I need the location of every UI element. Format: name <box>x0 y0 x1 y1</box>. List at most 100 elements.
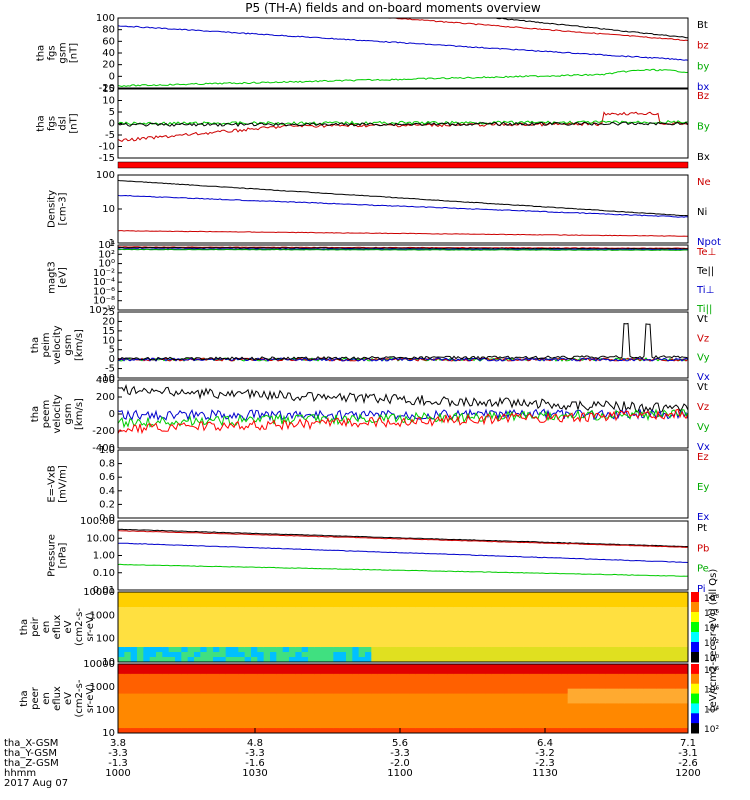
heatmap-cell <box>118 632 125 638</box>
heatmap-cell <box>681 703 689 709</box>
ylabel-peir-eflux: peir <box>30 616 41 636</box>
heatmap-cell <box>491 652 499 658</box>
heatmap-cell <box>586 718 594 724</box>
heatmap-cell <box>403 652 410 658</box>
heatmap-cell <box>282 597 290 603</box>
heatmap-cell <box>225 723 233 729</box>
series-Te-perp <box>118 246 689 250</box>
heatmap-cell <box>270 642 277 648</box>
heatmap-cell <box>605 622 613 628</box>
heatmap-cell <box>403 664 410 670</box>
heatmap-cell <box>263 673 271 680</box>
heatmap-cell <box>213 688 220 695</box>
heatmap-cell <box>599 673 607 680</box>
heatmap-cell <box>384 617 391 623</box>
heatmap-cell <box>124 617 132 623</box>
heatmap-cell <box>365 683 372 690</box>
heatmap-cell <box>460 703 467 709</box>
heatmap-cell <box>130 678 138 685</box>
heatmap-cell <box>650 632 657 638</box>
heatmap-cell <box>232 617 239 623</box>
heatmap-cell <box>308 642 315 648</box>
heatmap-cell <box>377 657 385 663</box>
heatmap-cell <box>365 728 372 734</box>
heatmap-cell <box>479 627 486 633</box>
xaxis-value: -3.3 <box>108 748 128 759</box>
heatmap-cell <box>118 622 125 628</box>
heatmap-cell <box>143 664 151 670</box>
heatmap-cell <box>358 664 366 670</box>
heatmap-cell <box>656 607 664 613</box>
heatmap-cell <box>200 693 208 699</box>
heatmap-cell <box>308 688 315 695</box>
heatmap-cell <box>301 622 309 628</box>
heatmap-cell <box>631 708 638 714</box>
heatmap-cell <box>472 718 480 724</box>
heatmap-cell <box>675 647 683 653</box>
heatmap-cell <box>669 664 676 670</box>
heatmap-cell <box>194 642 201 648</box>
heatmap-cell <box>580 683 588 690</box>
heatmap-cell <box>327 607 334 613</box>
heatmap-cell <box>498 622 505 628</box>
heatmap-cell <box>333 597 341 603</box>
colorbar-segment <box>691 664 699 675</box>
heatmap-cell <box>637 592 645 598</box>
colorbar-segment <box>691 642 699 653</box>
heatmap-cell <box>472 597 480 603</box>
heatmap-cell <box>675 728 683 734</box>
heatmap-cell <box>162 723 170 729</box>
heatmap-cell <box>428 637 436 643</box>
heatmap-cell <box>491 723 499 729</box>
heatmap-cell <box>498 718 505 724</box>
heatmap-cell <box>187 647 195 653</box>
heatmap-cell <box>396 647 404 653</box>
heatmap-cell <box>415 668 423 675</box>
heatmap-cell <box>491 642 499 648</box>
heatmap-cell <box>257 673 265 680</box>
heatmap-cell <box>175 678 182 685</box>
heatmap-cell <box>485 678 493 685</box>
heatmap-cell <box>175 698 182 704</box>
colorbar-segment <box>691 723 699 734</box>
heatmap-cell <box>422 698 429 704</box>
heatmap-cell <box>358 607 366 613</box>
heatmap-cell <box>453 703 461 709</box>
heatmap-cell <box>270 632 277 638</box>
heatmap-cell <box>612 708 619 714</box>
heatmap-cell <box>377 602 385 608</box>
series-Ni <box>117 179 689 217</box>
heatmap-cell <box>523 617 531 623</box>
heatmap-cell <box>194 678 201 685</box>
heatmap-cell <box>175 708 182 714</box>
heatmap-cell <box>580 602 588 608</box>
heatmap-cell <box>289 713 296 719</box>
heatmap-cell <box>314 718 322 724</box>
heatmap-cell <box>200 602 208 608</box>
heatmap-cell <box>377 673 385 680</box>
ylabel-density: [cm-3] <box>58 192 69 225</box>
heatmap-cell <box>301 678 309 685</box>
heatmap-cell <box>181 708 189 714</box>
heatmap-cell <box>517 698 524 704</box>
heatmap-cell <box>580 728 588 734</box>
heatmap-cell <box>390 683 398 690</box>
heatmap-cell <box>529 642 537 648</box>
heatmap-cell <box>637 617 645 623</box>
heatmap-cell <box>149 713 157 719</box>
heatmap-cell <box>669 728 676 734</box>
heatmap-cell <box>339 718 347 724</box>
legend-peim-velocity: Vx <box>697 372 710 383</box>
heatmap-cell <box>187 637 195 643</box>
heatmap-cell <box>612 698 619 704</box>
heatmap-cell <box>548 607 556 613</box>
heatmap-cell <box>466 647 474 653</box>
heatmap-cell <box>637 627 645 633</box>
heatmap-cell <box>593 718 600 724</box>
heatmap-cell <box>339 652 347 658</box>
heatmap-cell <box>118 592 125 598</box>
heatmap-cell <box>409 708 417 714</box>
heatmap-cell <box>118 627 125 633</box>
heatmap-cell <box>485 718 493 724</box>
